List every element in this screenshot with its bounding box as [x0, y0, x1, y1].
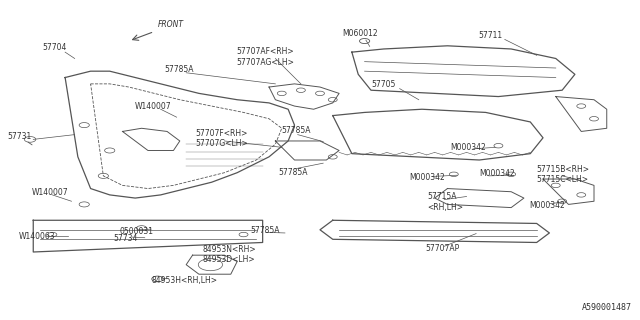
Text: 57731: 57731: [8, 132, 32, 141]
Text: 57707F<RH>
57707G<LH>: 57707F<RH> 57707G<LH>: [196, 129, 248, 148]
Text: 57734: 57734: [113, 234, 137, 243]
Text: A590001487: A590001487: [582, 303, 632, 312]
Text: 57785A: 57785A: [164, 65, 193, 74]
Text: 57715B<RH>
57715C<LH>: 57715B<RH> 57715C<LH>: [537, 164, 589, 184]
Text: 57785A: 57785A: [278, 168, 308, 177]
Text: W140007: W140007: [32, 188, 68, 197]
Text: FRONT: FRONT: [157, 20, 184, 29]
Text: M000342: M000342: [451, 143, 486, 152]
Text: 57704: 57704: [43, 43, 67, 52]
Text: 84953H<RH,LH>: 84953H<RH,LH>: [151, 276, 217, 285]
Text: W140007: W140007: [135, 101, 172, 111]
Text: 57715A
<RH,LH>: 57715A <RH,LH>: [427, 192, 463, 212]
Text: M000342: M000342: [529, 201, 564, 210]
Text: 57785A: 57785A: [282, 126, 311, 135]
Text: W140063: W140063: [19, 232, 56, 241]
Text: 0500031: 0500031: [119, 227, 153, 236]
Text: M060012: M060012: [342, 29, 378, 38]
Text: 57705: 57705: [371, 80, 396, 89]
Text: 57711: 57711: [478, 31, 502, 40]
Text: 57785A: 57785A: [250, 226, 280, 235]
Text: 57707AF<RH>
57707AG<LH>: 57707AF<RH> 57707AG<LH>: [236, 47, 294, 67]
Text: 57707AP: 57707AP: [425, 244, 460, 253]
Text: M000342: M000342: [409, 173, 445, 182]
Text: 84953N<RH>
84953D<LH>: 84953N<RH> 84953D<LH>: [202, 245, 256, 264]
Text: M000342: M000342: [479, 170, 515, 179]
